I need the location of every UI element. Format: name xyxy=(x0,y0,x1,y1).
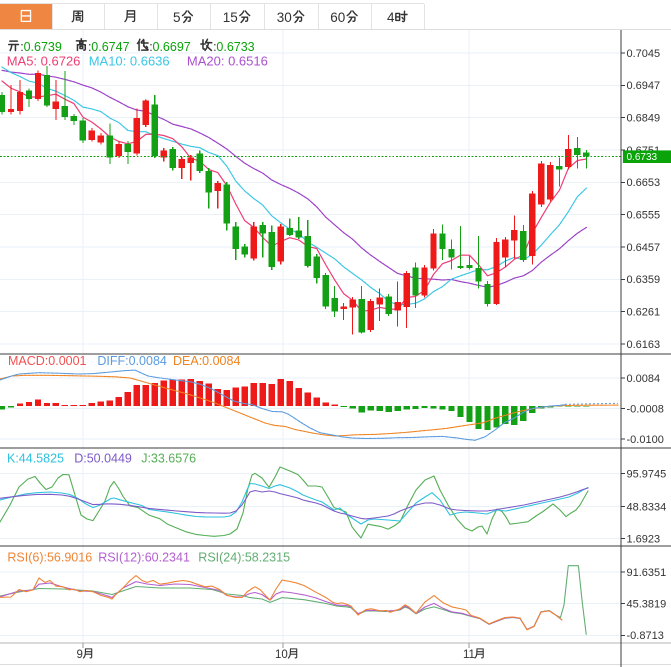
svg-text:MA5: 0.6726: MA5: 0.6726 xyxy=(7,54,81,69)
svg-text:-0.0008: -0.0008 xyxy=(627,403,664,415)
svg-text:MA20: 0.6516: MA20: 0.6516 xyxy=(187,54,268,69)
svg-text:DEA:0.0084: DEA:0.0084 xyxy=(173,354,240,368)
svg-text::: : xyxy=(149,40,152,54)
svg-text:-0.8713: -0.8713 xyxy=(627,630,664,642)
svg-text:10: 10 xyxy=(275,649,288,661)
svg-text:0.6261: 0.6261 xyxy=(627,307,661,319)
svg-text:95.9745: 95.9745 xyxy=(627,469,667,481)
svg-text::: : xyxy=(213,40,216,54)
svg-text:0.6733: 0.6733 xyxy=(216,40,254,54)
svg-text:0.6653: 0.6653 xyxy=(627,177,661,189)
svg-text:0.6555: 0.6555 xyxy=(627,210,661,222)
svg-text:0.6947: 0.6947 xyxy=(627,80,661,92)
svg-text:0.6163: 0.6163 xyxy=(627,339,661,351)
svg-text:4: 4 xyxy=(387,10,395,25)
svg-text:0.6697: 0.6697 xyxy=(153,40,191,54)
svg-text:1.6923: 1.6923 xyxy=(627,533,661,545)
svg-text:0.6733: 0.6733 xyxy=(627,152,658,163)
svg-text:RSI(12):60.2341: RSI(12):60.2341 xyxy=(98,551,190,565)
svg-text:MA10: 0.6636: MA10: 0.6636 xyxy=(89,54,170,69)
svg-text:-0.0100: -0.0100 xyxy=(627,434,664,446)
svg-text:0.0084: 0.0084 xyxy=(627,373,661,385)
svg-text:RSI(6):56.9016: RSI(6):56.9016 xyxy=(7,551,92,565)
svg-text:0.7045: 0.7045 xyxy=(627,48,661,60)
svg-text::: : xyxy=(20,40,23,54)
svg-text::: : xyxy=(88,40,91,54)
svg-text:J:33.6576: J:33.6576 xyxy=(141,452,196,466)
svg-text:45.3819: 45.3819 xyxy=(627,598,667,610)
svg-text:0.6359: 0.6359 xyxy=(627,274,661,286)
svg-text:15: 15 xyxy=(223,10,238,25)
svg-text:DIFF:0.0084: DIFF:0.0084 xyxy=(97,354,167,368)
svg-text:9: 9 xyxy=(77,649,83,661)
svg-text:30: 30 xyxy=(277,10,292,25)
svg-text:5: 5 xyxy=(173,10,181,25)
svg-text:48.8334: 48.8334 xyxy=(627,502,667,514)
svg-text:MACD:0.0001: MACD:0.0001 xyxy=(8,354,87,368)
svg-text:91.6351: 91.6351 xyxy=(627,567,667,579)
svg-text:0.6849: 0.6849 xyxy=(627,113,661,125)
svg-text:11: 11 xyxy=(463,649,475,661)
svg-text:0.6457: 0.6457 xyxy=(627,242,661,254)
svg-text:0.6739: 0.6739 xyxy=(24,40,62,54)
svg-text:0.6747: 0.6747 xyxy=(91,40,129,54)
svg-text:D:50.0449: D:50.0449 xyxy=(74,452,132,466)
svg-text:K:44.5825: K:44.5825 xyxy=(7,452,64,466)
svg-text:RSI(24):58.2315: RSI(24):58.2315 xyxy=(198,551,290,565)
svg-text:60: 60 xyxy=(330,10,345,25)
